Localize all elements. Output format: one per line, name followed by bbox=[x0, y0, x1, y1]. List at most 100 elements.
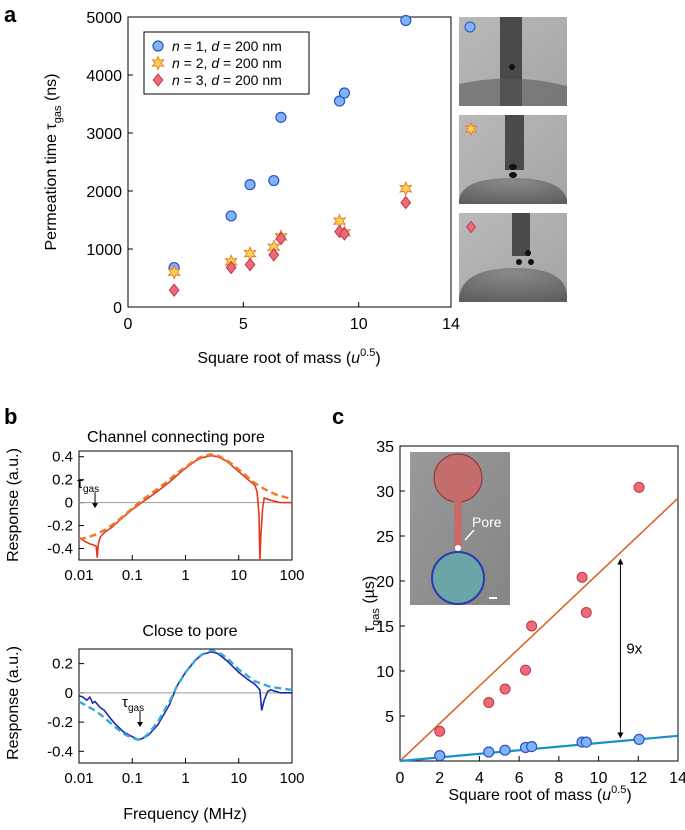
y-tick-label: 35 bbox=[376, 439, 394, 456]
point-circle-blue bbox=[483, 746, 495, 758]
point-circle-red bbox=[434, 725, 446, 737]
point-circle-blue bbox=[580, 736, 592, 748]
x-tick-label: 0.01 bbox=[64, 770, 93, 787]
point-circle-red bbox=[519, 664, 531, 676]
tau-gas-annotation: τgas bbox=[77, 475, 99, 495]
legend-d-val: = 200 nm bbox=[219, 72, 282, 88]
tile-marker-diamond bbox=[465, 220, 477, 234]
legend-d-val: = 200 nm bbox=[219, 55, 282, 71]
chart-b-top-title: Channel connecting pore bbox=[87, 429, 265, 446]
legend-n: n bbox=[172, 38, 180, 54]
ratio-arrow-head-bottom bbox=[617, 732, 624, 739]
tile-marker-star bbox=[464, 121, 478, 137]
y-tick-label: 25 bbox=[376, 529, 394, 546]
y-tick-label: 5000 bbox=[86, 10, 122, 27]
tau-sub: gas bbox=[128, 703, 144, 714]
legend-marker-circle bbox=[152, 40, 164, 52]
legend-box bbox=[143, 31, 310, 95]
y-tick-label: -0.4 bbox=[47, 743, 73, 760]
chart-c: 0 2 4 6 8 10 12 14 5 10 15 20 25 30 35 9x Pore τgas (µ… bbox=[361, 439, 685, 804]
chart-b-top: Channel connecting pore 0.01 0.1 1 10 100 -0.… bbox=[5, 429, 305, 584]
y-tick-label: 0 bbox=[65, 685, 73, 702]
chart-b-bottom: Close to pore 0.01 0.1 1 10 100-0.4-0.200.2 … bbox=[5, 623, 305, 823]
y-tick-label: 0.2 bbox=[52, 472, 73, 489]
y-tick-label: 0.2 bbox=[52, 656, 73, 673]
ratio-arrow-head-top bbox=[617, 558, 624, 565]
y-tick-label: 20 bbox=[376, 574, 394, 591]
panel-label-a: a bbox=[4, 2, 17, 27]
chart-b-bottom-ylabel: Response (a.u.) bbox=[5, 646, 22, 760]
x-tick-label: 100 bbox=[279, 567, 304, 584]
x-tick-label: 4 bbox=[475, 770, 484, 787]
y-tick-label: 10 bbox=[376, 664, 394, 681]
sem-tile-n3 bbox=[459, 213, 568, 302]
measured-trace bbox=[78, 651, 292, 741]
point-circle bbox=[333, 95, 346, 107]
panel-label-b: b bbox=[4, 404, 17, 429]
tau-symbol: τ bbox=[122, 694, 128, 711]
point-circle bbox=[268, 174, 280, 187]
tile-marker-circle bbox=[464, 21, 476, 33]
point-star bbox=[167, 264, 181, 280]
x-tick-label: 0.1 bbox=[122, 567, 143, 584]
y-tick-label: 15 bbox=[376, 619, 394, 636]
chart-b-bottom-title: Close to pore bbox=[142, 623, 237, 640]
legend-marker-diamond bbox=[152, 73, 164, 87]
chart-a-legend: n = 1, d = 200 nmn = 2, d = 200 nmn = 3,… bbox=[143, 31, 310, 95]
x-tick-label: 8 bbox=[554, 770, 563, 787]
tau-sub: gas bbox=[83, 484, 99, 495]
x-tick-label: 1 bbox=[181, 770, 189, 787]
chart-a-xlabel: Square root of mass (u0.5) bbox=[197, 347, 380, 367]
measured-trace bbox=[78, 454, 292, 561]
x-tick-label: 0 bbox=[124, 316, 133, 333]
chart-a: 0 5 10 14 0 1000 2000 3000 4000 5000 n = 1, d = 2… bbox=[43, 10, 460, 367]
point-circle bbox=[275, 111, 287, 123]
legend-n-val: = 1, bbox=[180, 38, 212, 54]
y-tick-label: 3000 bbox=[86, 126, 122, 143]
point-circle bbox=[244, 179, 256, 191]
legend-n: n bbox=[172, 72, 180, 88]
x-tick-label: 10 bbox=[230, 567, 247, 584]
inset-pore-label: Pore bbox=[472, 514, 502, 530]
chart-b-bottom-frame bbox=[78, 648, 293, 764]
legend-d: d bbox=[211, 38, 220, 54]
fit-line-blue bbox=[399, 734, 679, 763]
chart-c-frame bbox=[399, 445, 679, 762]
legend-d: d bbox=[211, 55, 220, 71]
legend-entry: n = 2, d = 200 nm bbox=[172, 55, 282, 71]
y-tick-label: 4000 bbox=[86, 68, 122, 85]
x-tick-label: 10 bbox=[590, 770, 608, 787]
y-tick-label: 30 bbox=[376, 484, 394, 501]
legend-n-val: = 2, bbox=[180, 55, 212, 71]
chart-c-ylabel: τgas (µs) bbox=[361, 576, 382, 632]
y-tick-label: -0.2 bbox=[47, 518, 73, 535]
point-diamond bbox=[338, 227, 350, 241]
point-diamond bbox=[244, 257, 256, 272]
sem-tile-n1 bbox=[459, 17, 567, 106]
y-tick-label: 0.4 bbox=[52, 449, 73, 466]
point-diamond bbox=[275, 231, 287, 246]
chart-c-xlabel: Square root of mass (u0.5) bbox=[448, 784, 631, 804]
legend-d: d bbox=[211, 72, 220, 88]
chart-b-top-ylabel: Response (a.u.) bbox=[5, 448, 22, 562]
x-tick-label: 14 bbox=[442, 316, 460, 333]
x-tick-label: 10 bbox=[350, 316, 368, 333]
point-circle-blue bbox=[499, 744, 511, 756]
x-tick-label: 5 bbox=[239, 316, 248, 333]
x-tick-label: 0.01 bbox=[64, 567, 93, 584]
legend-entry: n = 1, d = 200 nm bbox=[172, 38, 282, 54]
tau-arrow-head bbox=[92, 503, 99, 509]
point-diamond bbox=[400, 195, 412, 210]
legend-n-val: = 3, bbox=[180, 72, 212, 88]
panel-label-c: c bbox=[332, 404, 344, 429]
point-circle bbox=[225, 210, 237, 222]
point-circle bbox=[338, 87, 351, 99]
point-circle-blue bbox=[434, 749, 446, 762]
point-circle-red bbox=[483, 697, 495, 708]
x-tick-label: 0 bbox=[396, 770, 405, 787]
x-tick-label: 14 bbox=[669, 770, 685, 787]
legend-entry: n = 3, d = 200 nm bbox=[172, 72, 282, 88]
legend-n: n bbox=[172, 55, 180, 71]
fit-curve bbox=[78, 453, 293, 541]
